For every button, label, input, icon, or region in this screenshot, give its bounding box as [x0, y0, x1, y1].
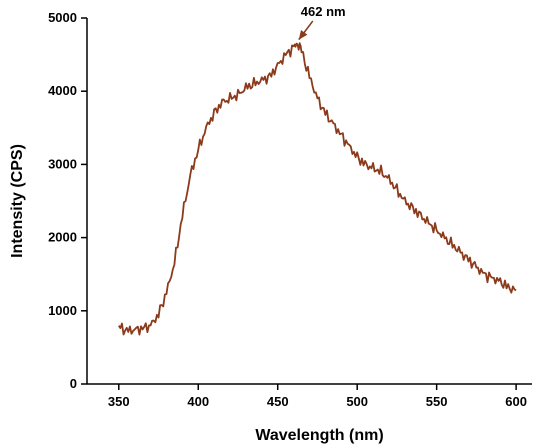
x-tick-label: 450 — [267, 394, 289, 409]
x-tick-label: 550 — [426, 394, 448, 409]
y-tick-label: 4000 — [48, 83, 77, 98]
x-tick-label: 600 — [505, 394, 527, 409]
axes — [86, 18, 532, 385]
y-tick-label: 0 — [70, 376, 77, 391]
series-layer — [118, 42, 517, 336]
y-tick-label: 3000 — [48, 156, 77, 171]
y-axis-title: Intensity (CPS) — [9, 144, 26, 258]
y-tick-label: 5000 — [48, 10, 77, 25]
axis-ticks: 350 400 450 500 550 600 0 1000 2000 3000 4000 5000 — [48, 10, 527, 409]
x-tick-label: 350 — [108, 394, 130, 409]
series-line-0 — [118, 42, 517, 336]
peak-annotation-arrowhead — [298, 30, 308, 40]
x-tick-label: 500 — [346, 394, 368, 409]
x-axis-title: Wavelength (nm) — [255, 427, 383, 444]
peak-annotation-label: 462 nm — [301, 4, 346, 19]
y-tick-label: 2000 — [48, 230, 77, 245]
y-tick-label: 1000 — [48, 303, 77, 318]
annotation-layer: 462 nm — [298, 4, 346, 41]
x-tick-label: 400 — [187, 394, 209, 409]
